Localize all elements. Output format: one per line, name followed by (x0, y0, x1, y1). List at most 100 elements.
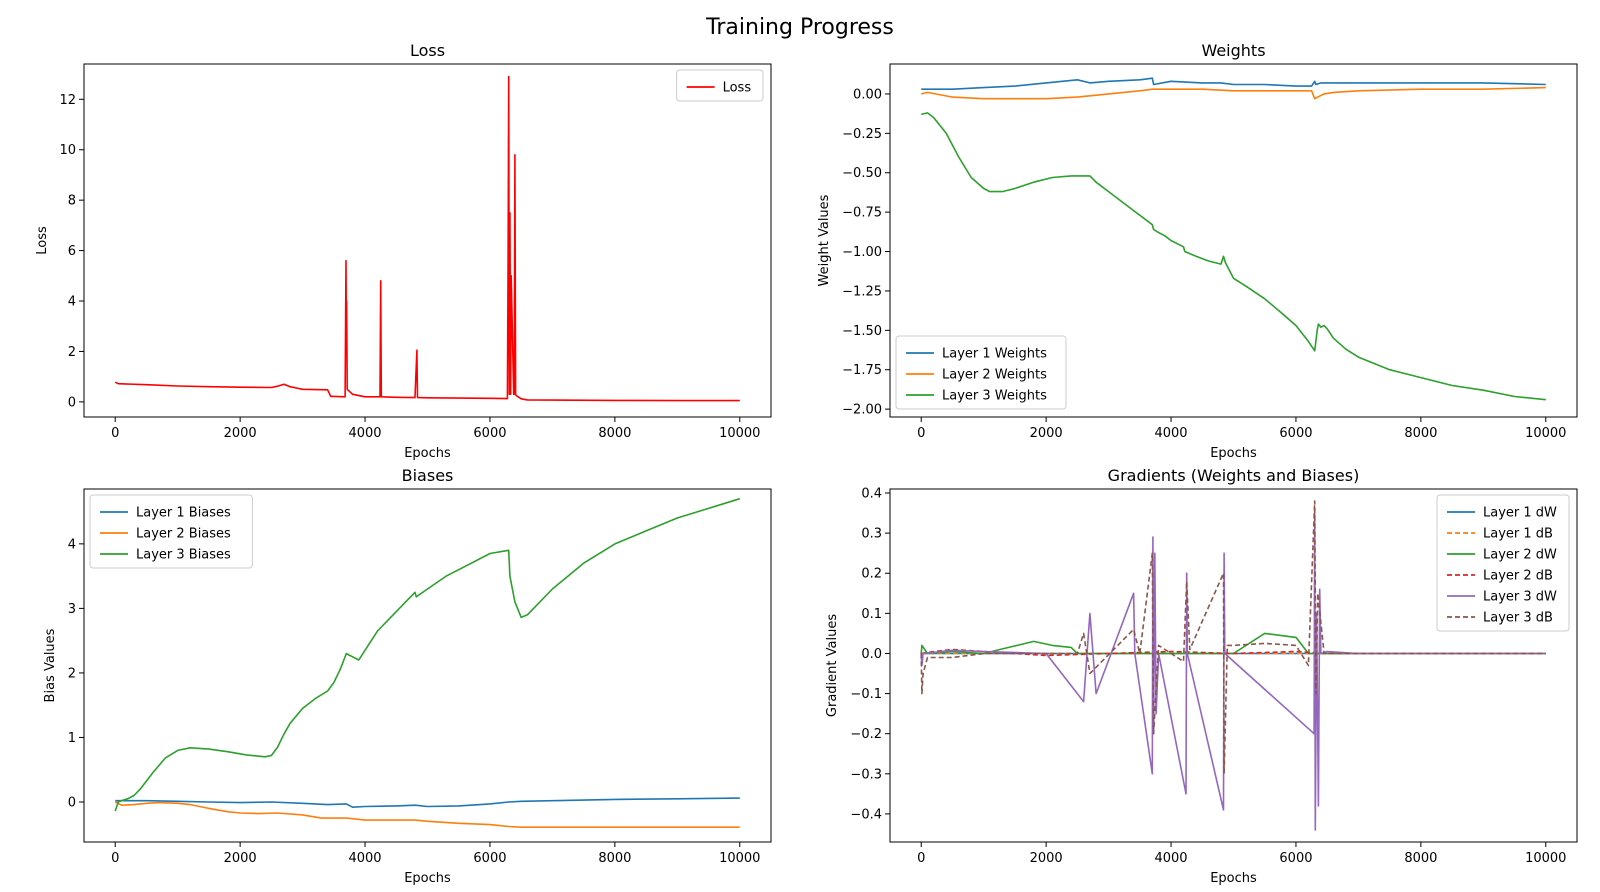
loss-x-axis-label: Epochs (404, 446, 451, 461)
biases-y-tick-label: 0 (68, 795, 76, 810)
gradients-series-layer (920, 500, 1546, 831)
biases-x-tick-label: 4000 (348, 851, 381, 866)
biases-x-tick-label: 6000 (473, 851, 506, 866)
gradients-y-tick-label: −0.3 (850, 767, 882, 782)
gradients-x-ticks: 0 2000 4000 6000 8000 10000 (917, 842, 1566, 866)
weights-x-tick-label: 4000 (1154, 426, 1187, 441)
gradients-panel: 0 2000 4000 6000 8000 10000 0.4 0.3 0.2 0.1 0.0 −0… (825, 466, 1578, 886)
gradients-axes-frame (889, 488, 1578, 843)
weights-x-tick-label: 8000 (1404, 426, 1437, 441)
weights-legend-label-layer-2-weights: Layer 2 Weights (942, 368, 1047, 383)
loss-y-ticks: 0 2 4 6 8 10 12 (59, 93, 84, 410)
gradients-legend-box (1436, 494, 1570, 632)
biases-y-tick-label: 2 (68, 666, 76, 681)
weights-x-tick-label: 0 (917, 426, 925, 441)
biases-x-tick-label: 10000 (719, 851, 760, 866)
weights-panel: 0 2000 4000 6000 8000 10000 0.00 −0.25 −0.50 −0.… (817, 41, 1578, 461)
gradients-legend-label-layer-1-dw: Layer 1 dW (1483, 506, 1557, 521)
biases-y-axis-label: Bias Values (43, 628, 58, 702)
weights-y-tick-label: 0.00 (853, 87, 882, 102)
weights-y-tick-label: −1.75 (842, 363, 882, 378)
loss-x-tick-label: 2000 (224, 426, 257, 441)
loss-panel-title: Loss (410, 41, 445, 60)
biases-y-tick-label: 4 (68, 537, 76, 552)
gradients-x-tick-label: 6000 (1279, 851, 1312, 866)
figure-suptitle: Training Progress (705, 15, 894, 40)
biases-series-layer-3-biases (114, 497, 741, 812)
loss-x-tick-label: 4000 (348, 426, 381, 441)
weights-x-ticks: 0 2000 4000 6000 8000 10000 (917, 417, 1566, 441)
gradients-legend-label-layer-3-db: Layer 3 dB (1483, 611, 1553, 626)
loss-x-tick-label: 6000 (473, 426, 506, 441)
gradients-y-tick-label: 0.0 (861, 647, 882, 662)
gradients-x-axis-label: Epochs (1210, 871, 1257, 886)
weights-x-tick-label: 10000 (1525, 426, 1566, 441)
weights-series-layer-2-weights (921, 86, 1546, 100)
loss-y-tick-label: 2 (68, 345, 76, 360)
biases-legend-box (89, 494, 253, 569)
biases-x-tick-label: 2000 (224, 851, 257, 866)
weights-y-tick-label: −0.75 (842, 206, 882, 221)
loss-axes-frame (83, 63, 772, 418)
weights-y-axis-label: Weight Values (817, 194, 832, 286)
loss-y-axis-label: Loss (35, 226, 50, 255)
gradients-x-tick-label: 0 (917, 851, 925, 866)
gradients-legend-label-layer-2-db: Layer 2 dB (1483, 569, 1553, 584)
gradients-x-tick-label: 4000 (1154, 851, 1187, 866)
gradients-y-tick-label: −0.4 (850, 807, 882, 822)
loss-series-loss (114, 75, 740, 402)
biases-y-tick-label: 1 (68, 731, 76, 746)
biases-panel: 0 2000 4000 6000 8000 10000 0 1 2 3 4 Biases Epoc… (43, 466, 772, 886)
gradients-legend: Layer 1 dW Layer 1 dB Layer 2 dW Layer 2 dB… (1436, 494, 1570, 632)
biases-legend-label-layer-2-biases: Layer 2 Biases (136, 527, 231, 542)
biases-x-axis-label: Epochs (404, 871, 451, 886)
weights-y-ticks: 0.00 −0.25 −0.50 −0.75 −1.00 −1.25 −1.50 −1.75 −… (842, 87, 890, 418)
gradients-x-tick-label: 2000 (1030, 851, 1063, 866)
loss-series-layer (114, 75, 740, 402)
biases-series-layer (114, 497, 741, 829)
weights-y-tick-label: −0.25 (842, 127, 882, 142)
weights-legend-label-layer-3-weights: Layer 3 Weights (942, 389, 1047, 404)
weights-panel-title: Weights (1201, 41, 1265, 60)
loss-legend: Loss (676, 69, 764, 102)
weights-y-tick-label: −1.50 (842, 324, 882, 339)
gradients-series-layer-3-dw (920, 508, 1546, 831)
gradients-x-tick-label: 10000 (1525, 851, 1566, 866)
weights-axes-frame (889, 63, 1578, 418)
loss-x-ticks: 0 2000 4000 6000 8000 10000 (111, 417, 760, 441)
gradients-y-tick-label: 0.4 (861, 487, 882, 502)
weights-x-tick-label: 6000 (1279, 426, 1312, 441)
loss-y-tick-label: 6 (68, 244, 76, 259)
weights-y-tick-label: −0.50 (842, 166, 882, 181)
loss-y-tick-label: 12 (59, 93, 76, 108)
weights-legend-label-layer-1-weights: Layer 1 Weights (942, 347, 1047, 362)
gradients-y-axis-label: Gradient Values (825, 614, 840, 717)
weights-y-tick-label: −2.00 (842, 403, 882, 418)
gradients-y-ticks: 0.4 0.3 0.2 0.1 0.0 −0.1 −0.2 −0.3 −0.4 (850, 487, 890, 822)
weights-legend-box (895, 335, 1067, 410)
loss-x-tick-label: 10000 (719, 426, 760, 441)
biases-x-tick-label: 0 (111, 851, 119, 866)
biases-series-layer-2-biases (114, 801, 740, 829)
biases-y-tick-label: 3 (68, 602, 76, 617)
loss-y-tick-label: 8 (68, 194, 76, 209)
weights-x-axis-label: Epochs (1210, 446, 1257, 461)
gradients-y-tick-label: 0.2 (861, 567, 882, 582)
loss-y-tick-label: 4 (68, 295, 76, 310)
biases-axes-frame (83, 488, 772, 843)
biases-x-ticks: 0 2000 4000 6000 8000 10000 (111, 842, 760, 866)
weights-x-tick-label: 2000 (1030, 426, 1063, 441)
weights-legend: Layer 1 Weights Layer 2 Weights Layer 3 We… (895, 335, 1067, 410)
biases-x-tick-label: 8000 (598, 851, 631, 866)
biases-panel-title: Biases (402, 466, 454, 485)
weights-series-layer-3-weights (921, 112, 1546, 401)
loss-y-tick-label: 10 (59, 143, 76, 158)
gradients-panel-title: Gradients (Weights and Biases) (1108, 466, 1360, 485)
loss-x-tick-label: 8000 (598, 426, 631, 441)
gradients-y-tick-label: 0.3 (861, 527, 882, 542)
gradients-legend-label-layer-3-dw: Layer 3 dW (1483, 590, 1557, 605)
gradients-y-tick-label: −0.1 (850, 687, 882, 702)
gradients-x-tick-label: 8000 (1404, 851, 1437, 866)
biases-series-layer-1-biases (115, 797, 740, 809)
